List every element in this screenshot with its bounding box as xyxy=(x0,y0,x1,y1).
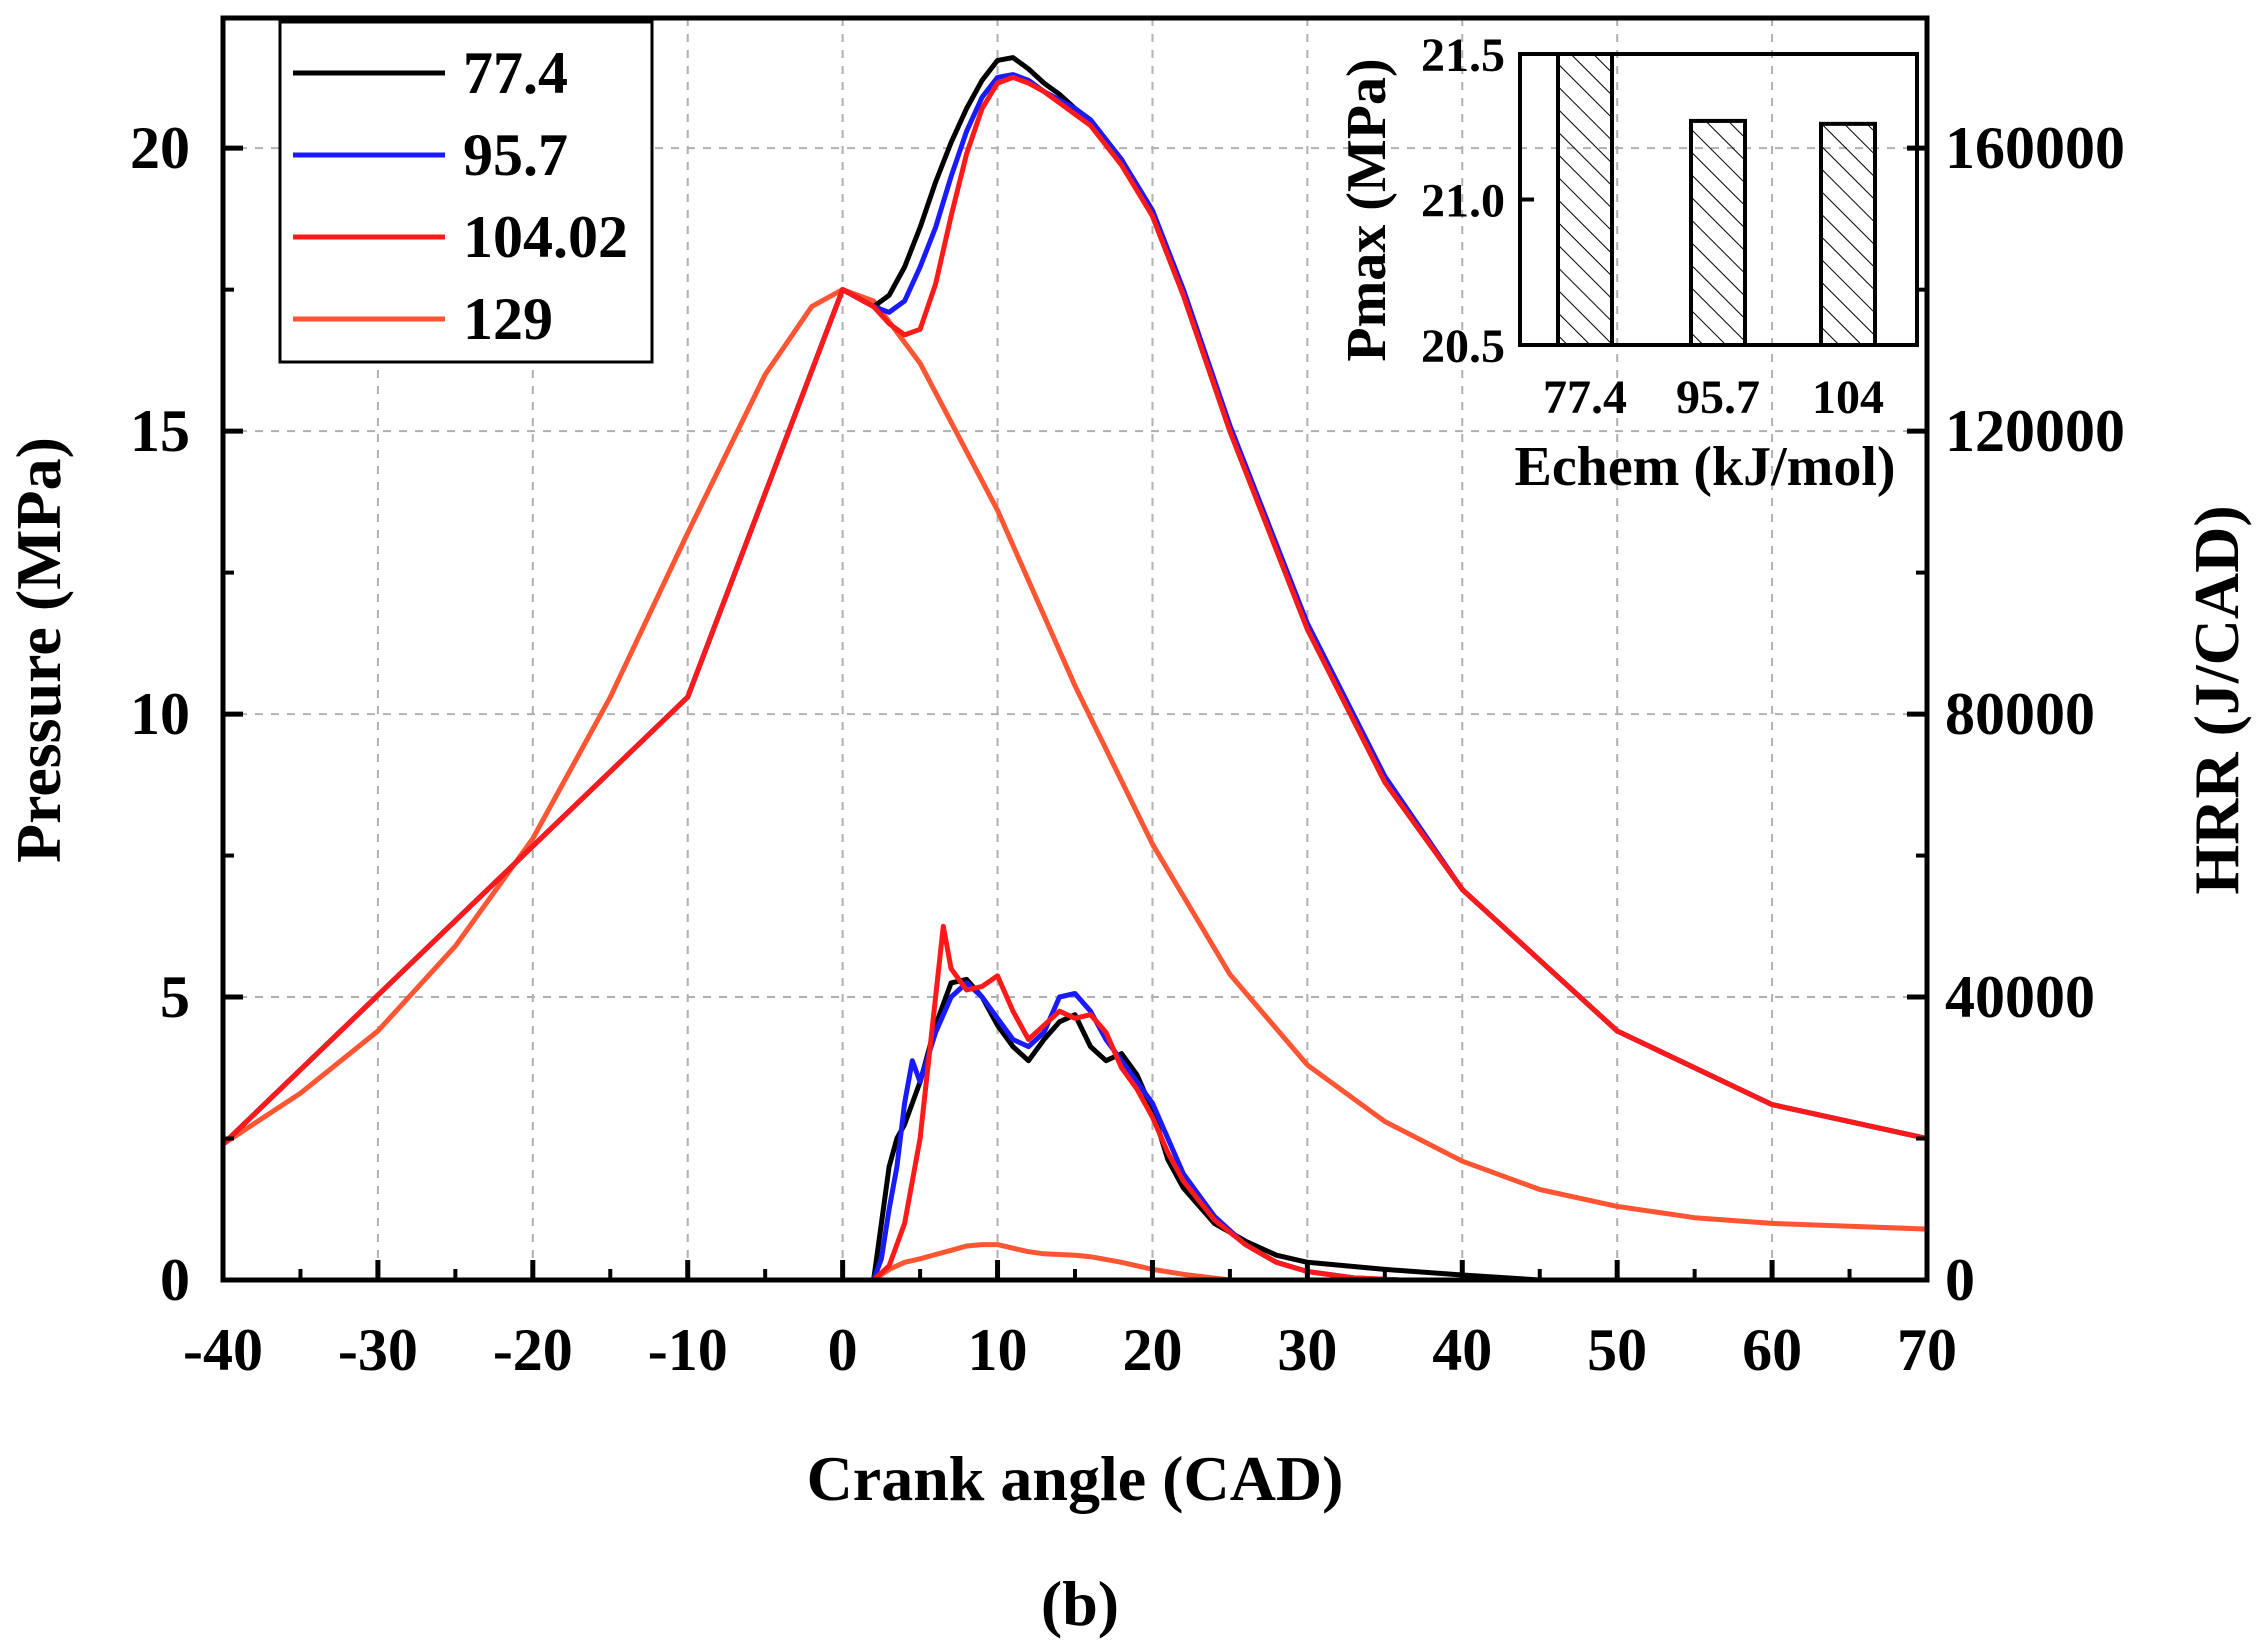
x-tick-label: 30 xyxy=(1277,1317,1337,1383)
x-tick-label: -20 xyxy=(493,1317,573,1383)
grid-lines xyxy=(223,18,1927,1280)
y-left-tick-labels: 0 5 10 15 20 xyxy=(130,115,190,1313)
legend-label: 129 xyxy=(463,286,553,352)
series-line-pressure-129 xyxy=(223,287,1927,1232)
y-left-tick-label: 15 xyxy=(130,398,190,464)
inset-x-axis-title: Echem (kJ/mol) xyxy=(1514,436,1895,498)
x-tick-label: 50 xyxy=(1587,1317,1647,1383)
x-tick-label: 40 xyxy=(1432,1317,1492,1383)
inset-y-tick-label: 20.5 xyxy=(1421,320,1505,373)
x-tick-label: -40 xyxy=(183,1317,263,1383)
y-left-tick-label: 20 xyxy=(130,115,190,181)
y-right-axis-title: HRR (J/CAD) xyxy=(2181,505,2252,894)
inset-bars xyxy=(1556,52,1877,348)
legend: 77.4 95.7 104.02 129 xyxy=(278,20,654,364)
series-layer xyxy=(223,55,1927,1280)
panel-label: (b) xyxy=(1041,1568,1119,1639)
series-line-hrr-129 xyxy=(223,1242,1927,1280)
legend-label: 104.02 xyxy=(463,204,628,270)
inset-bar xyxy=(1689,118,1747,348)
legend-label: 77.4 xyxy=(463,40,568,106)
y-left-axis-title: Pressure (MPa) xyxy=(3,437,74,863)
y-left-tick-label: 0 xyxy=(160,1247,190,1313)
y-right-tick-labels: 0 40000 80000 120000 160000 xyxy=(1945,115,2125,1313)
y-right-tick-label: 0 xyxy=(1945,1247,1975,1313)
x-tick-label: 10 xyxy=(968,1317,1028,1383)
x-tick-label: 70 xyxy=(1897,1317,1957,1383)
series-line-hrr-104_02 xyxy=(223,923,1927,1280)
y-left-tick-label: 10 xyxy=(130,681,190,747)
inset-x-tick-label: 104 xyxy=(1812,371,1884,424)
inset-y-tick-label: 21.0 xyxy=(1421,175,1505,228)
x-axis-title: Crank angle (CAD) xyxy=(807,1443,1344,1514)
y-right-tick-label: 120000 xyxy=(1945,398,2125,464)
series-line-hrr-95_7 xyxy=(223,980,1927,1280)
inset-bar xyxy=(1556,52,1614,347)
legend-box xyxy=(278,20,654,364)
x-tick-label: -10 xyxy=(648,1317,728,1383)
inset-y-tick-label: 21.5 xyxy=(1421,29,1505,82)
y-right-tick-label: 40000 xyxy=(1945,964,2095,1030)
x-tick-label: -30 xyxy=(338,1317,418,1383)
x-tick-labels: -40 -30 -20 -10 0 10 20 30 40 50 60 70 xyxy=(183,1317,1957,1383)
series-line-hrr-77_4 xyxy=(223,976,1927,1280)
inset-bar-chart: 77.4 95.7 104 20.5 21.0 21.5 Echem (kJ/mol) P… xyxy=(1336,29,1919,498)
y-right-tick-label: 160000 xyxy=(1945,115,2125,181)
x-tick-label: 20 xyxy=(1122,1317,1182,1383)
y-right-tick-label: 80000 xyxy=(1945,681,2095,747)
inset-x-tick-label: 95.7 xyxy=(1676,371,1760,424)
x-tick-label: 60 xyxy=(1742,1317,1802,1383)
inset-ticks: 77.4 95.7 104 20.5 21.0 21.5 xyxy=(1421,29,1884,424)
inset-bar xyxy=(1819,121,1877,347)
series-line-pressure-104_02 xyxy=(223,74,1927,1147)
legend-label: 95.7 xyxy=(463,122,568,188)
inset-y-axis-title: Pmax (MPa) xyxy=(1336,58,1398,361)
y-left-tick-label: 5 xyxy=(160,964,190,1030)
tick-marks xyxy=(220,145,1930,1283)
inset-x-tick-label: 77.4 xyxy=(1543,371,1627,424)
x-tick-label: 0 xyxy=(828,1317,858,1383)
